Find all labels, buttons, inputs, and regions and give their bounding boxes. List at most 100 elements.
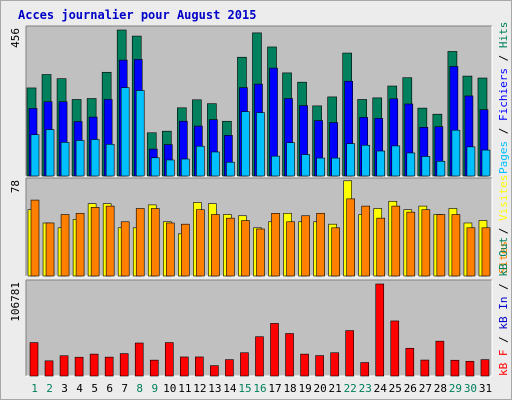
kbf-bar <box>225 359 234 377</box>
sites-bar <box>150 208 160 277</box>
x-tick-label: 16 <box>253 382 266 395</box>
pages-bar <box>391 145 401 177</box>
y-max-label-top: 456 <box>9 28 22 48</box>
kbf-bar <box>480 359 490 377</box>
kbf-bar <box>195 356 204 377</box>
sites-bar <box>196 209 205 277</box>
x-tick-label: 20 <box>314 382 327 395</box>
kbf-bar <box>465 360 475 377</box>
sites-bar <box>60 214 70 277</box>
x-tick-label: 12 <box>193 382 206 395</box>
x-tick-label: 10 <box>163 382 176 395</box>
legend-bottom: kB F / kB In / kB Out <box>497 237 510 376</box>
pages-bar <box>211 151 220 177</box>
sites-bar <box>361 205 371 277</box>
legend-top: Pages / Fichiers / Hits <box>497 22 510 174</box>
sites-bar <box>226 217 235 277</box>
sites-bar <box>481 227 491 277</box>
sites-bar <box>211 214 220 277</box>
sites-bar <box>75 213 85 277</box>
legend-separator: / <box>497 121 510 141</box>
pages-bar <box>90 139 100 177</box>
pages-bar <box>256 112 265 177</box>
kbf-bar <box>134 342 144 377</box>
kbf-bar <box>210 365 219 377</box>
pages-bar <box>45 129 55 177</box>
kbf-bar <box>104 356 114 377</box>
kbf-bar <box>240 352 249 377</box>
kbf-bar <box>59 355 69 377</box>
kbf-bar <box>180 356 189 377</box>
sites-bar <box>105 205 115 277</box>
pages-bar <box>466 146 476 177</box>
legend-separator: / <box>497 48 510 68</box>
legend-files: Fichiers <box>497 68 510 121</box>
legend-kbf: kB F <box>497 350 510 377</box>
sites-bar <box>466 227 476 277</box>
pages-bar <box>421 156 431 177</box>
kbf-bar <box>450 359 460 377</box>
sites-bar <box>436 214 446 277</box>
kbf-bar <box>420 359 430 377</box>
pages-bar <box>135 90 145 177</box>
sites-bar <box>391 205 401 277</box>
x-tick-label: 5 <box>91 382 98 395</box>
legend-visits: Visites <box>497 175 510 221</box>
x-tick-label: 27 <box>419 382 432 395</box>
x-tick-label: 6 <box>106 382 113 395</box>
legend-middle: Sites / Visites <box>497 175 510 274</box>
pages-bar <box>60 142 70 177</box>
kbf-bar <box>44 360 54 377</box>
sites-bar <box>90 207 100 277</box>
pages-bar <box>30 134 40 177</box>
x-tick-label: 2 <box>46 382 53 395</box>
x-tick-label: 28 <box>434 382 447 395</box>
pages-bar <box>481 149 491 177</box>
sites-bar <box>451 214 461 277</box>
sites-bar <box>346 198 355 277</box>
sites-bar <box>271 213 280 277</box>
pages-bar <box>346 143 355 177</box>
pages-bar <box>226 161 235 177</box>
kbf-bar <box>74 356 84 377</box>
y-max-label-bottom: 106781 <box>9 282 22 322</box>
kbf-bar <box>149 359 159 377</box>
pages-bar <box>301 154 310 177</box>
pages-bar <box>75 140 85 177</box>
pages-bar <box>436 160 446 177</box>
sites-bar <box>30 199 40 277</box>
x-tick-label: 8 <box>136 382 143 395</box>
x-tick-label: 22 <box>344 382 357 395</box>
pages-bar <box>451 129 461 177</box>
kbf-bar <box>300 353 309 377</box>
x-tick-label: 13 <box>208 382 221 395</box>
x-tick-label: 7 <box>121 382 128 395</box>
sites-bar <box>301 215 310 277</box>
x-tick-label: 11 <box>178 382 191 395</box>
sites-bar <box>120 221 130 277</box>
kbf-bar <box>375 283 385 377</box>
kbf-bar <box>405 347 415 377</box>
x-tick-label: 15 <box>238 382 251 395</box>
kbf-bar <box>270 323 279 377</box>
x-tick-label: 21 <box>329 382 342 395</box>
kbf-bar <box>164 342 174 377</box>
sites-bar <box>135 208 145 277</box>
pages-bar <box>241 111 250 177</box>
x-tick-label: 17 <box>268 382 281 395</box>
x-tick-label: 19 <box>298 382 311 395</box>
pages-bar <box>181 158 190 177</box>
pages-bar <box>196 145 205 177</box>
x-tick-label: 1 <box>31 382 38 395</box>
pages-bar <box>316 157 325 177</box>
kbf-bar <box>29 342 39 377</box>
x-tick-label: 26 <box>404 382 417 395</box>
sites-bar <box>45 222 55 277</box>
x-tick-label: 31 <box>479 382 492 395</box>
kbf-bar <box>435 340 445 377</box>
kbf-bar <box>345 330 354 377</box>
sites-bar <box>241 220 250 277</box>
x-tick-label: 24 <box>374 382 388 395</box>
